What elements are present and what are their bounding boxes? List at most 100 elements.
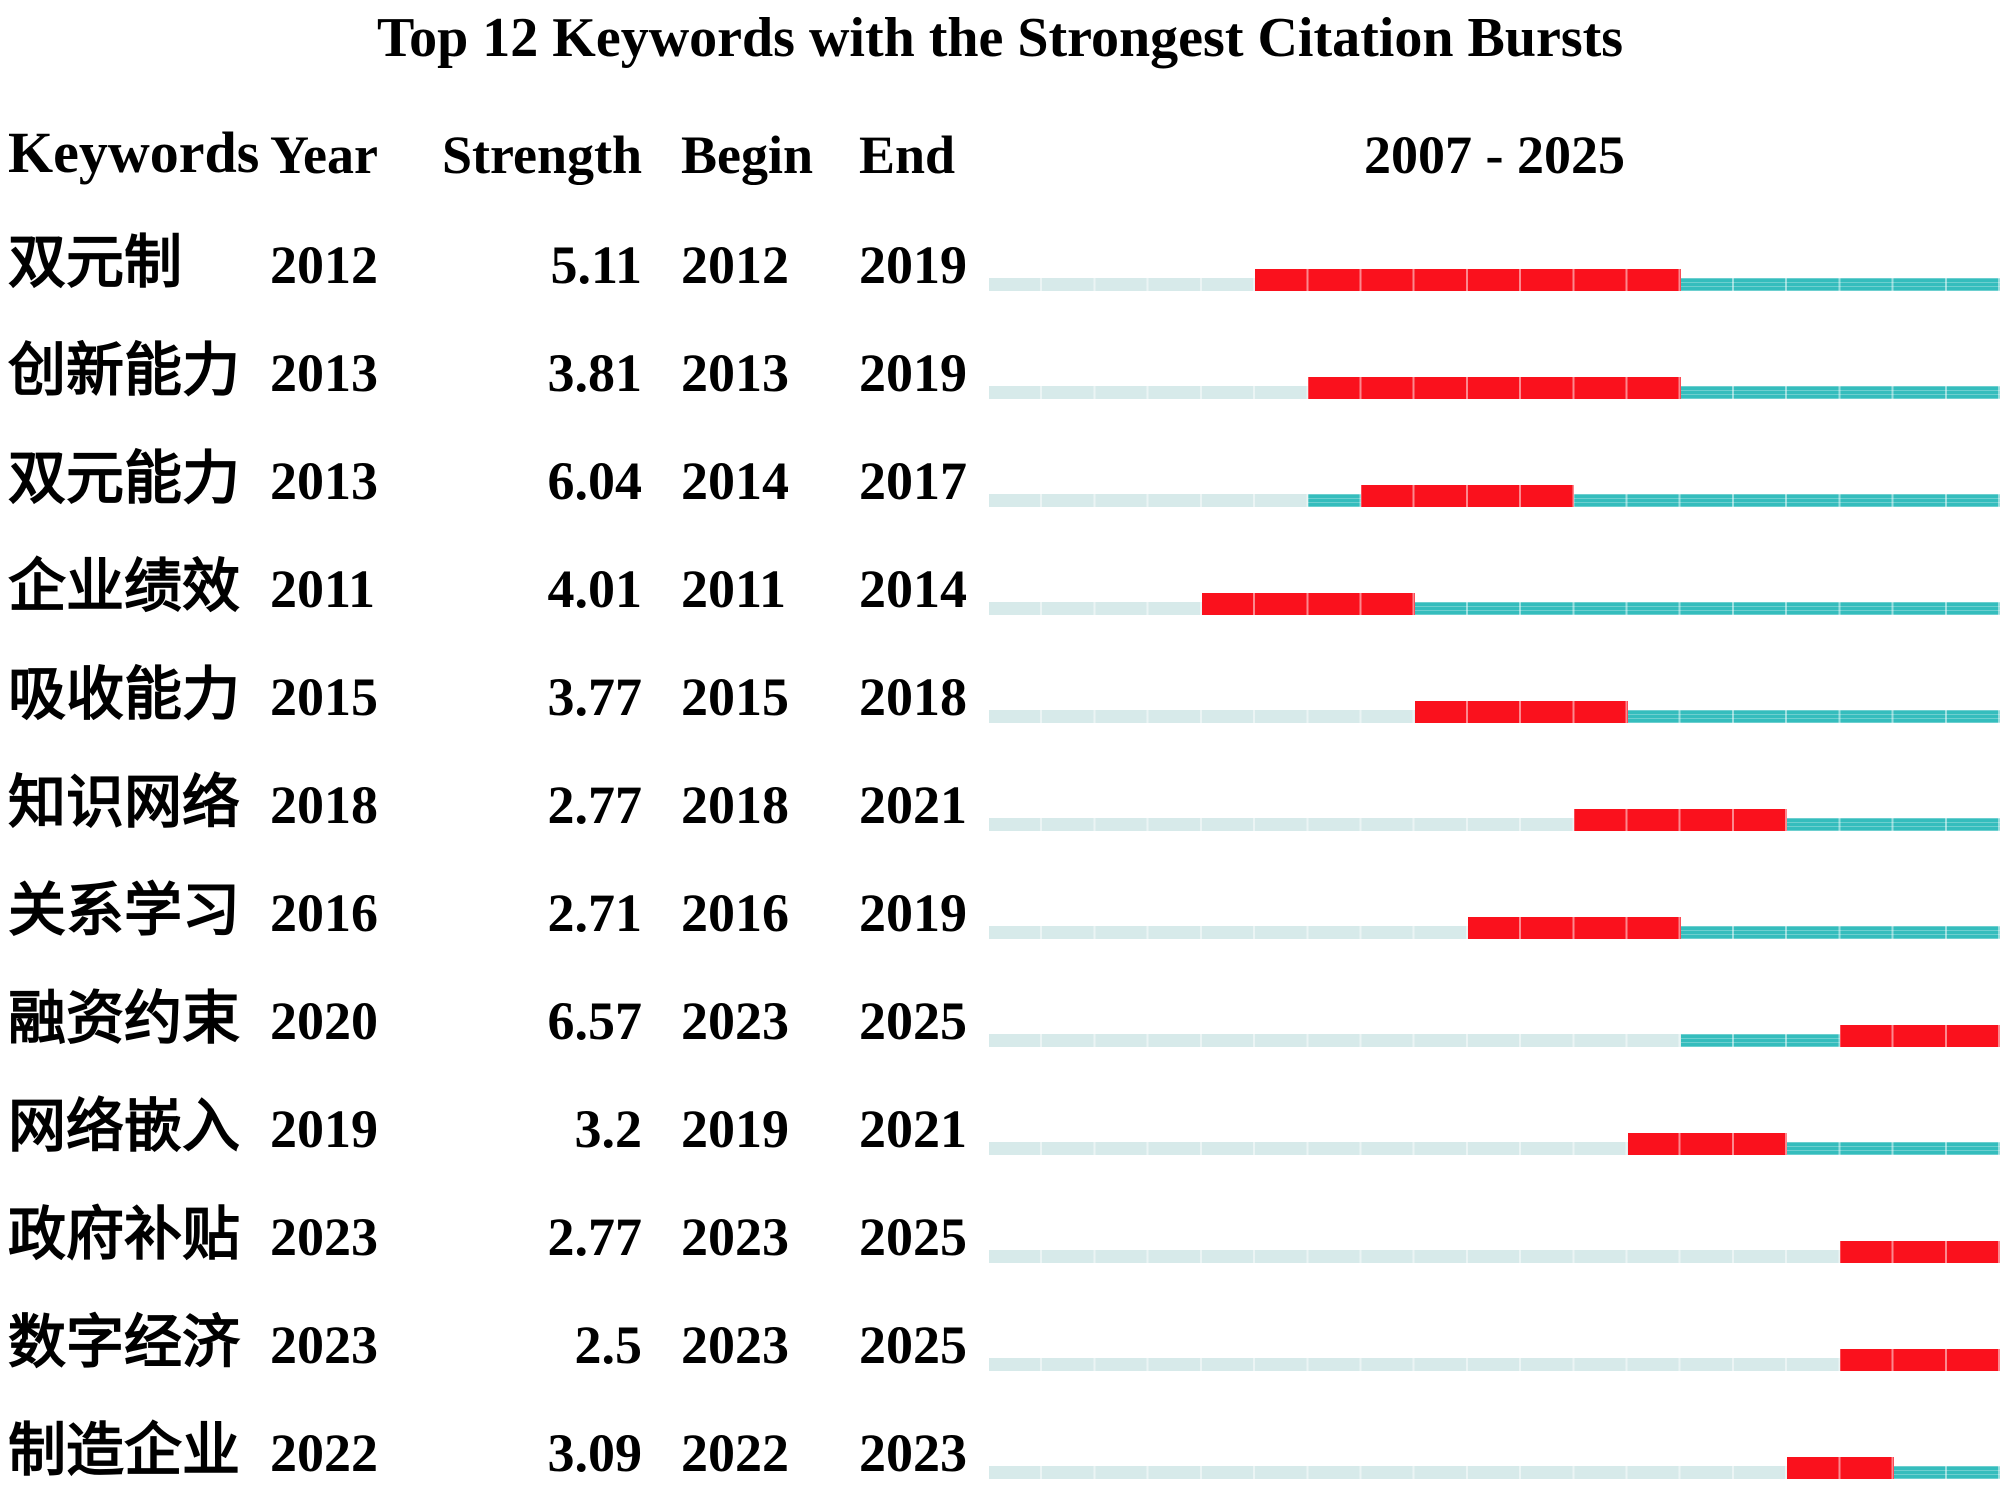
keyword-label: 数字经济 bbox=[8, 1310, 241, 1376]
header-year-range: 2007 - 2025 bbox=[1364, 125, 1625, 186]
teal-segment bbox=[1680, 1034, 1841, 1048]
end-value: 2025 bbox=[859, 1207, 967, 1268]
rows: 双元制 2012 5.11 2012 2019 创新能力 2013 3.81 2013 2019 双… bbox=[0, 184, 2000, 1480]
burst-timeline-bar bbox=[989, 485, 2000, 508]
strength-value: 5.11 bbox=[550, 235, 642, 296]
begin-value: 2018 bbox=[681, 775, 789, 836]
keyword-label: 融资约束 bbox=[8, 986, 241, 1052]
end-value: 2017 bbox=[859, 451, 967, 512]
year-value: 2018 bbox=[270, 775, 378, 836]
year-value: 2011 bbox=[270, 559, 376, 620]
year-value: 2023 bbox=[270, 1207, 378, 1268]
teal-segment bbox=[1308, 494, 1362, 508]
strength-value: 2.5 bbox=[574, 1315, 643, 1376]
table-row: 制造企业 2022 3.09 2022 2023 bbox=[0, 1372, 2000, 1480]
teal-segment bbox=[1414, 602, 2000, 616]
red-segment bbox=[1255, 269, 1681, 292]
strength-value: 2.77 bbox=[547, 775, 643, 836]
strength-value: 3.77 bbox=[547, 667, 643, 728]
table-row: 融资约束 2020 6.57 2023 2025 bbox=[0, 940, 2000, 1048]
strength-value: 2.71 bbox=[547, 883, 643, 944]
burst-timeline-bar bbox=[989, 1025, 2000, 1048]
pale-segment bbox=[989, 1034, 1681, 1048]
year-value: 2022 bbox=[270, 1423, 378, 1484]
end-value: 2014 bbox=[859, 559, 967, 620]
table-row: 企业绩效 2011 4.01 2011 2014 bbox=[0, 508, 2000, 616]
red-segment bbox=[1840, 1025, 2000, 1048]
teal-segment bbox=[1893, 1466, 2000, 1480]
pale-segment bbox=[989, 1358, 1841, 1372]
keyword-label: 政府补贴 bbox=[8, 1202, 241, 1268]
pale-segment bbox=[989, 494, 1309, 508]
table-row: 知识网络 2018 2.77 2018 2021 bbox=[0, 724, 2000, 832]
begin-value: 2015 bbox=[681, 667, 789, 728]
strength-value: 3.09 bbox=[547, 1423, 643, 1484]
burst-timeline-bar bbox=[989, 1457, 2000, 1480]
burst-timeline-bar bbox=[989, 593, 2000, 616]
year-value: 2013 bbox=[270, 343, 378, 404]
pale-segment bbox=[989, 1142, 1628, 1156]
red-segment bbox=[1840, 1349, 2000, 1372]
end-value: 2019 bbox=[859, 235, 967, 296]
begin-value: 2019 bbox=[681, 1099, 789, 1160]
begin-value: 2023 bbox=[681, 991, 789, 1052]
begin-value: 2012 bbox=[681, 235, 789, 296]
red-segment bbox=[1574, 809, 1788, 832]
red-segment bbox=[1787, 1457, 1894, 1480]
year-value: 2023 bbox=[270, 1315, 378, 1376]
end-value: 2018 bbox=[859, 667, 967, 728]
strength-value: 2.77 bbox=[547, 1207, 643, 1268]
teal-segment bbox=[1627, 710, 2000, 724]
table-row: 政府补贴 2023 2.77 2023 2025 bbox=[0, 1156, 2000, 1264]
burst-timeline-bar bbox=[989, 701, 2000, 724]
header-begin: Begin bbox=[681, 125, 814, 186]
red-segment bbox=[1414, 701, 1628, 724]
header-year: Year bbox=[270, 125, 378, 186]
teal-segment bbox=[1680, 386, 2000, 400]
pale-segment bbox=[989, 386, 1309, 400]
keyword-label: 双元能力 bbox=[8, 446, 241, 512]
strength-value: 6.04 bbox=[547, 451, 643, 512]
keyword-label: 网络嵌入 bbox=[8, 1094, 241, 1160]
keyword-label: 制造企业 bbox=[8, 1418, 241, 1484]
begin-value: 2013 bbox=[681, 343, 789, 404]
year-value: 2020 bbox=[270, 991, 378, 1052]
end-value: 2023 bbox=[859, 1423, 967, 1484]
begin-value: 2022 bbox=[681, 1423, 789, 1484]
year-value: 2015 bbox=[270, 667, 378, 728]
burst-timeline-bar bbox=[989, 809, 2000, 832]
teal-segment bbox=[1680, 278, 2000, 292]
keyword-label: 创新能力 bbox=[8, 338, 241, 404]
burst-timeline-bar bbox=[989, 377, 2000, 400]
end-value: 2021 bbox=[859, 1099, 967, 1160]
strength-value: 3.81 bbox=[547, 343, 643, 404]
end-value: 2025 bbox=[859, 1315, 967, 1376]
begin-value: 2016 bbox=[681, 883, 789, 944]
year-value: 2012 bbox=[270, 235, 378, 296]
year-value: 2019 bbox=[270, 1099, 378, 1160]
year-value: 2016 bbox=[270, 883, 378, 944]
header-keywords: Keywords bbox=[8, 120, 260, 186]
red-segment bbox=[1201, 593, 1415, 616]
keyword-label: 知识网络 bbox=[8, 770, 241, 836]
table-header-row: Keywords Year Strength Begin End 2007 - … bbox=[0, 70, 2000, 184]
end-value: 2025 bbox=[859, 991, 967, 1052]
keyword-label: 关系学习 bbox=[8, 878, 241, 944]
red-segment bbox=[1308, 377, 1681, 400]
keyword-label: 吸收能力 bbox=[8, 662, 241, 728]
burst-timeline-bar bbox=[989, 1241, 2000, 1264]
end-value: 2019 bbox=[859, 343, 967, 404]
burst-timeline-bar bbox=[989, 1349, 2000, 1372]
table-row: 网络嵌入 2019 3.2 2019 2021 bbox=[0, 1048, 2000, 1156]
end-value: 2021 bbox=[859, 775, 967, 836]
header-end: End bbox=[859, 125, 956, 186]
burst-timeline-bar bbox=[989, 269, 2000, 292]
red-segment bbox=[1467, 917, 1681, 940]
red-segment bbox=[1627, 1133, 1788, 1156]
teal-segment bbox=[1787, 818, 2000, 832]
begin-value: 2023 bbox=[681, 1207, 789, 1268]
begin-value: 2023 bbox=[681, 1315, 789, 1376]
pale-segment bbox=[989, 926, 1468, 940]
table-row: 双元能力 2013 6.04 2014 2017 bbox=[0, 400, 2000, 508]
begin-value: 2014 bbox=[681, 451, 789, 512]
